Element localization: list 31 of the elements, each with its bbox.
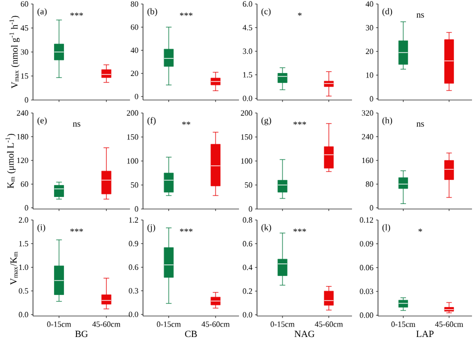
x-axis-title: NAG — [294, 330, 314, 338]
annotation: ** — [182, 122, 190, 125]
annotation: ns — [416, 122, 424, 127]
x-axis-title: CB — [185, 330, 197, 338]
annotation: (l) — [382, 224, 390, 232]
annotation: (a) — [37, 8, 47, 16]
annotation: (f) — [147, 117, 156, 126]
annotation: *** — [70, 228, 83, 232]
annotation: (c) — [261, 8, 271, 16]
annotation: ns — [72, 122, 80, 127]
y-axis-title: K$_{m}$ (μmol L$^{-1}$) — [5, 134, 16, 188]
annotation: *** — [70, 12, 83, 16]
y-axis-title: V$_{max}$/K$_{m}$ — [10, 252, 18, 285]
annotation: (d) — [382, 8, 392, 16]
x-axis-title: BG — [75, 330, 88, 338]
annotation: *** — [180, 12, 193, 16]
annotation: * — [298, 12, 302, 16]
y-axis-title: V$_{max}$ (nmol g$^{-1}$ h$^{-1}$) — [9, 16, 20, 88]
annotation: *** — [293, 228, 306, 232]
annotation: (b) — [147, 8, 158, 16]
x-axis-title: LAP — [416, 330, 434, 337]
annotation: (k) — [261, 224, 272, 232]
annotation: (j) — [147, 224, 156, 232]
annotation: (i) — [37, 224, 46, 232]
annotation: (h) — [382, 117, 392, 126]
annotation: ns — [416, 13, 424, 18]
annotation: * — [418, 228, 422, 232]
annotation: *** — [293, 122, 306, 125]
annotation: (g) — [261, 117, 272, 126]
annotation: *** — [180, 228, 193, 232]
annotation: (e) — [37, 117, 47, 126]
